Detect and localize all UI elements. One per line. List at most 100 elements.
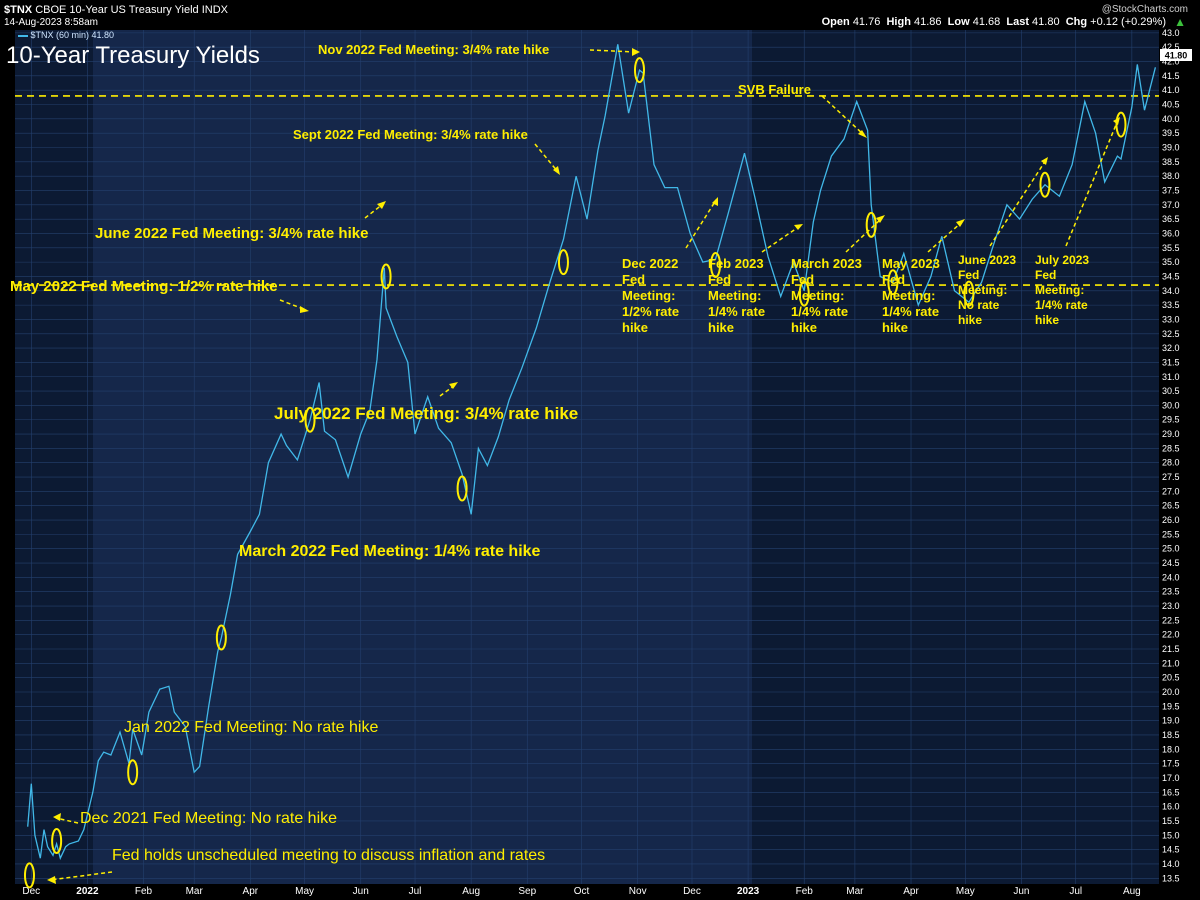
arrowhead-jul23 bbox=[1113, 117, 1120, 125]
x-tick-label: Dec bbox=[22, 886, 40, 897]
y-tick-label: 23.0 bbox=[1162, 601, 1180, 611]
event-marker bbox=[633, 57, 645, 84]
y-tick-label: 27.0 bbox=[1162, 486, 1180, 496]
y-tick-label: 23.5 bbox=[1162, 587, 1180, 597]
y-tick-label: 43.0 bbox=[1162, 28, 1180, 38]
y-tick-label: 38.0 bbox=[1162, 171, 1180, 181]
x-tick-label: Aug bbox=[462, 886, 480, 897]
header-symbol-line: $TNX CBOE 10-Year US Treasury Yield INDX bbox=[4, 4, 228, 16]
y-tick-label: 25.5 bbox=[1162, 529, 1180, 539]
annotation-line: 1/4% rate bbox=[882, 304, 939, 319]
y-tick-label: 25.0 bbox=[1162, 544, 1180, 554]
x-tick-label: Apr bbox=[903, 886, 919, 897]
legend-swatch bbox=[18, 34, 28, 37]
last-badge: 41.80 bbox=[1160, 49, 1192, 61]
y-tick-label: 42.5 bbox=[1162, 42, 1180, 52]
x-tick-label: Jul bbox=[409, 886, 422, 897]
annotation-line: No rate bbox=[958, 298, 1000, 312]
last-label: Last bbox=[1006, 16, 1029, 28]
y-tick-label: 38.5 bbox=[1162, 157, 1180, 167]
arrow-dec21 bbox=[55, 817, 79, 824]
header-ohlc: Open 41.76 High 41.86 Low 41.68 Last 41.… bbox=[822, 16, 1166, 28]
y-tick-label: 36.0 bbox=[1162, 228, 1180, 238]
y-tick-label: 32.0 bbox=[1162, 343, 1180, 353]
arrow-may23 bbox=[927, 221, 963, 253]
y-tick-label: 18.0 bbox=[1162, 744, 1180, 754]
y-tick-label: 21.0 bbox=[1162, 658, 1180, 668]
annotation-may22: May 2022 Fed Meeting: 1/2% rate hike bbox=[10, 278, 278, 295]
y-tick-label: 17.0 bbox=[1162, 773, 1180, 783]
up-triangle-icon: ▲ bbox=[1174, 15, 1186, 29]
x-tick-label: Feb bbox=[135, 886, 153, 897]
y-tick-label: 15.5 bbox=[1162, 816, 1180, 826]
event-marker bbox=[887, 269, 899, 296]
y-tick-label: 21.5 bbox=[1162, 644, 1180, 654]
arrowhead-may22 bbox=[300, 306, 309, 313]
annotation-line: Meeting: bbox=[708, 288, 761, 303]
annotation-line: 1/4% rate bbox=[1035, 298, 1088, 312]
annotation-line: Dec 2022 bbox=[622, 256, 678, 271]
y-tick-label: 41.5 bbox=[1162, 71, 1180, 81]
last-badge-text: 41.80 bbox=[1165, 51, 1188, 61]
event-marker bbox=[557, 249, 569, 276]
y-tick-label: 33.5 bbox=[1162, 300, 1180, 310]
y-tick-label: 29.0 bbox=[1162, 429, 1180, 439]
reference-lines bbox=[15, 95, 1159, 286]
chg-value: +0.12 (+0.29%) bbox=[1090, 16, 1166, 28]
annotation-svb: SVB Failure bbox=[738, 82, 811, 97]
event-marker bbox=[798, 280, 810, 307]
y-tick-label: 26.5 bbox=[1162, 501, 1180, 511]
arrow-jul23 bbox=[1065, 119, 1119, 247]
annotation-line: July 2023 bbox=[1035, 253, 1089, 267]
event-marker bbox=[304, 406, 316, 433]
y-tick-label: 20.0 bbox=[1162, 687, 1180, 697]
annotation-line: Meeting: bbox=[1035, 283, 1084, 297]
header-watermark: @StockCharts.com bbox=[1101, 4, 1188, 15]
y-tick-label: 37.0 bbox=[1162, 200, 1180, 210]
annotation-line: March 2023 bbox=[791, 256, 862, 271]
annotation-nov22: Nov 2022 Fed Meeting: 3/4% rate hike bbox=[318, 42, 549, 57]
y-tick-label: 22.5 bbox=[1162, 615, 1180, 625]
y-tick-label: 39.5 bbox=[1162, 128, 1180, 138]
y-tick-label: 34.5 bbox=[1162, 271, 1180, 281]
annotation-arrows bbox=[49, 49, 1119, 881]
arrowhead-sep22 bbox=[553, 166, 560, 175]
annotation-line: hike bbox=[1035, 313, 1059, 327]
event-marker bbox=[963, 280, 975, 307]
arrow-feb23 bbox=[761, 225, 801, 253]
y-tick-label: 36.5 bbox=[1162, 214, 1180, 224]
y-tick-label: 22.0 bbox=[1162, 630, 1180, 640]
arrow-jun23 bbox=[989, 159, 1047, 247]
y-axis: 13.5 14.0 14.5 15.0 15.5 16.0 16.5 17.0 17.5 18.0… bbox=[1162, 28, 1180, 883]
series-legend: $TNX (60 min) 41.80 bbox=[18, 30, 114, 40]
y-tick-label: 27.5 bbox=[1162, 472, 1180, 482]
low-label: Low bbox=[947, 16, 970, 28]
high-value: 41.86 bbox=[913, 16, 942, 28]
grid-lines bbox=[15, 30, 1159, 884]
y-tick-label: 16.5 bbox=[1162, 787, 1180, 797]
price-line bbox=[27, 44, 1157, 861]
arrowhead-dec22 bbox=[712, 197, 718, 206]
event-marker bbox=[710, 251, 722, 278]
x-tick-label: Aug bbox=[1123, 886, 1141, 897]
event-marker bbox=[456, 475, 468, 502]
x-tick-label: Mar bbox=[186, 886, 204, 897]
annotation-dec21: Dec 2021 Fed Meeting: No rate hike bbox=[80, 810, 337, 827]
arrowhead-may23 bbox=[956, 219, 965, 227]
x-tick-label: Mar bbox=[846, 886, 864, 897]
annotation-mar22: March 2022 Fed Meeting: 1/4% rate hike bbox=[239, 543, 541, 560]
y-tick-label: 14.0 bbox=[1162, 859, 1180, 869]
y-tick-label: 14.5 bbox=[1162, 845, 1180, 855]
open-value: 41.76 bbox=[852, 16, 881, 28]
y-tick-label: 34.0 bbox=[1162, 286, 1180, 296]
y-tick-label: 30.0 bbox=[1162, 400, 1180, 410]
event-markers bbox=[23, 57, 1127, 889]
x-tick-label: Dec bbox=[683, 886, 701, 897]
annotation-arrowheads bbox=[47, 48, 1120, 884]
annotation-line: Feb 2023 bbox=[708, 256, 764, 271]
event-marker bbox=[215, 624, 227, 651]
annotation-line: Fed bbox=[882, 272, 905, 287]
annotation-line: Fed bbox=[958, 268, 979, 282]
low-value: 41.68 bbox=[972, 16, 1001, 28]
